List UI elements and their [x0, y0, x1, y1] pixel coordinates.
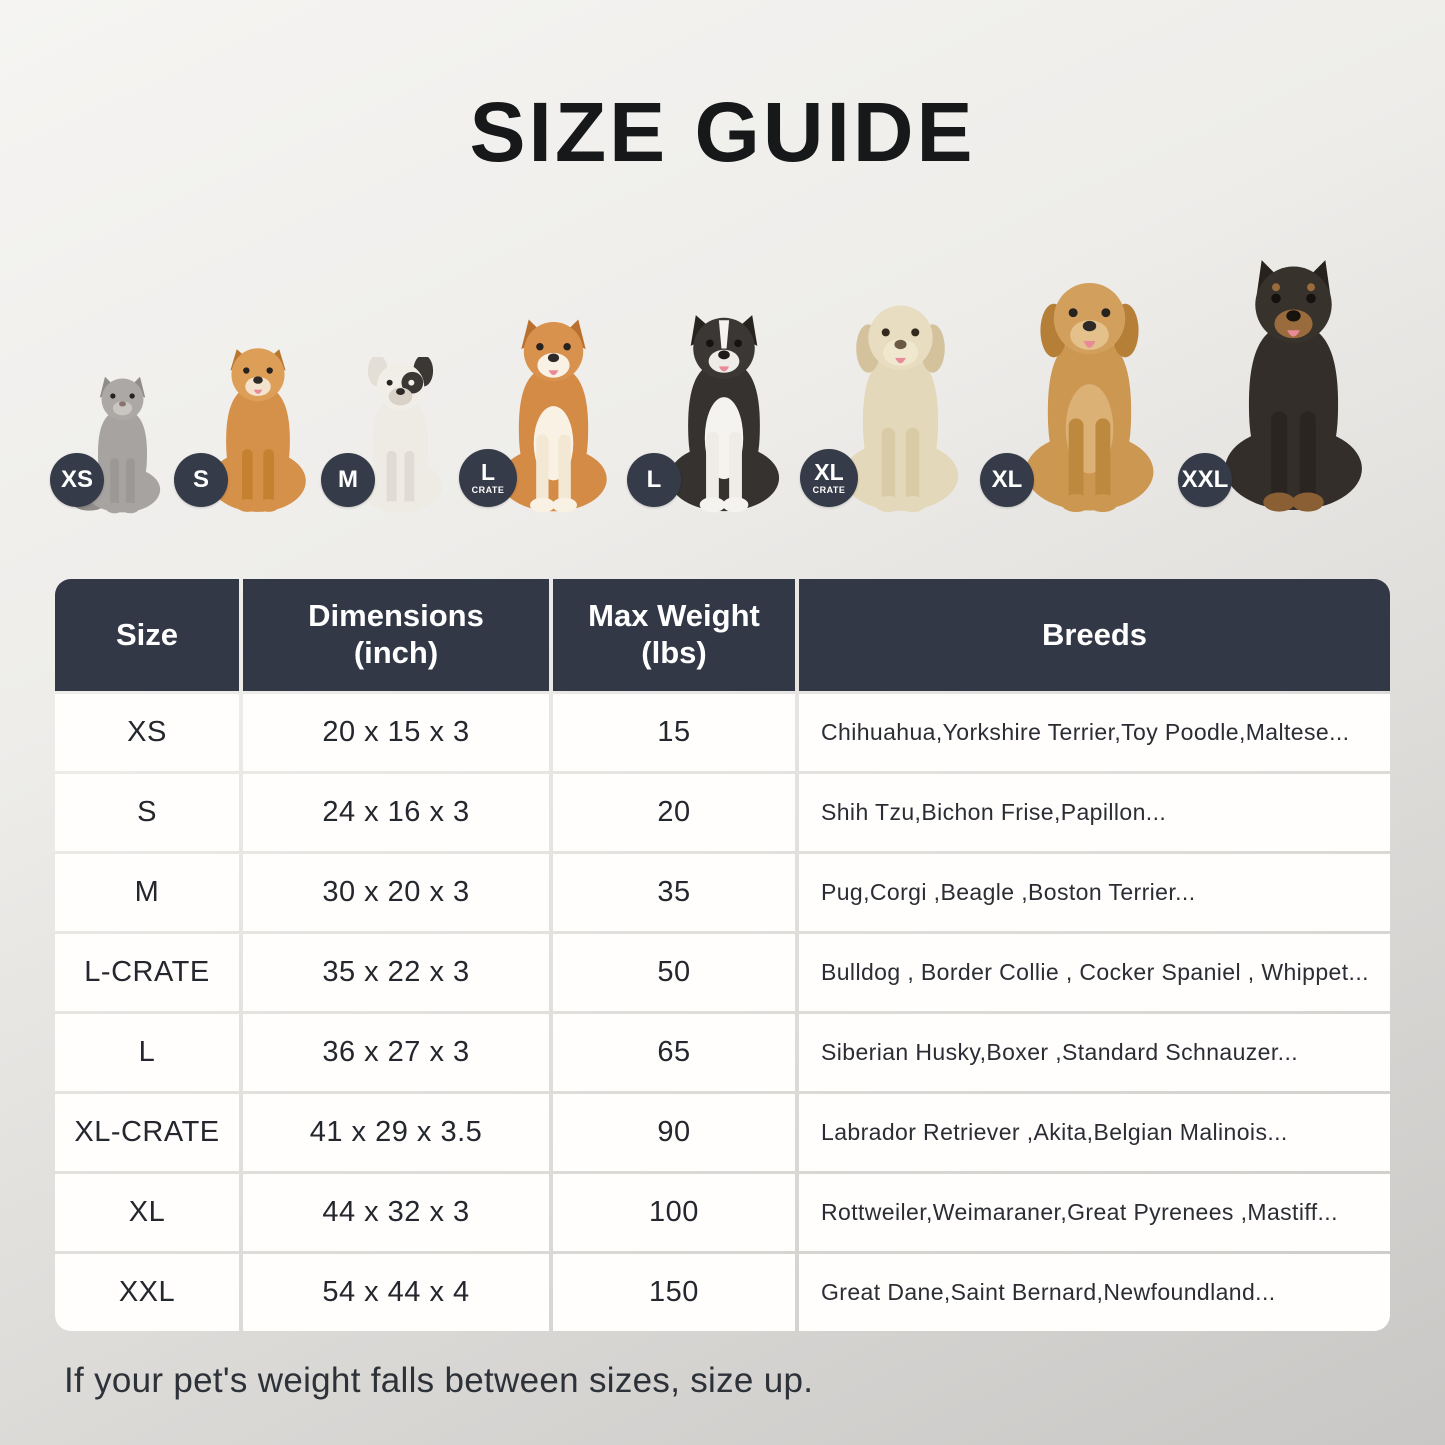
size-badge-m: M — [321, 453, 375, 507]
column-header-size: Size — [55, 579, 239, 691]
column-header-max-weight: Max Weight (lbs) — [553, 579, 795, 691]
shiba-inu-image — [500, 319, 607, 513]
cell-size: XS — [55, 694, 239, 771]
cell-size: XXL — [55, 1254, 239, 1331]
cell-max-weight: 20 — [553, 774, 795, 851]
french-bulldog-image — [359, 357, 442, 514]
animal-labrador: XL CRATE — [800, 300, 981, 515]
size-badge-s: S — [174, 453, 228, 507]
cell-size: L — [55, 1014, 239, 1091]
page-title: SIZE GUIDE — [469, 85, 976, 179]
cell-dimensions: 20 x 15 x 3 — [243, 694, 549, 771]
cell-breeds: Chihuahua,Yorkshire Terrier,Toy Poodle,M… — [799, 694, 1390, 771]
cell-size: XL-CRATE — [55, 1094, 239, 1171]
cell-breeds: Pug,Corgi ,Beagle ,Boston Terrier... — [799, 854, 1390, 931]
cell-max-weight: 65 — [553, 1014, 795, 1091]
cell-size: S — [55, 774, 239, 851]
cell-dimensions: 35 x 22 x 3 — [243, 934, 549, 1011]
cell-max-weight: 15 — [553, 694, 795, 771]
animal-golden-retriever: XL — [980, 277, 1179, 515]
border-collie-image — [668, 315, 780, 513]
cell-max-weight: 50 — [553, 934, 795, 1011]
pomeranian-image — [210, 348, 306, 512]
cell-size: L-CRATE — [55, 934, 239, 1011]
cell-breeds: Shih Tzu,Bichon Frise,Papillon... — [799, 774, 1390, 851]
size-badge-l-crate: L CRATE — [459, 449, 517, 507]
animal-shiba-inu: L CRATE — [459, 317, 628, 515]
cell-breeds: Siberian Husky,Boxer ,Standard Schnauzer… — [799, 1014, 1390, 1091]
cell-size: M — [55, 854, 239, 931]
cell-max-weight: 90 — [553, 1094, 795, 1171]
labrador-image — [842, 305, 959, 513]
cell-dimensions: 24 x 16 x 3 — [243, 774, 549, 851]
animal-doberman: XXL — [1178, 260, 1389, 515]
cell-max-weight: 150 — [553, 1254, 795, 1331]
cell-dimensions: 44 x 32 x 3 — [243, 1174, 549, 1251]
cell-dimensions: 30 x 20 x 3 — [243, 854, 549, 931]
cell-breeds: Rottweiler,Weimaraner,Great Pyrenees ,Ma… — [799, 1174, 1390, 1251]
size-badge-xs: XS — [50, 453, 104, 507]
size-badge-l: L — [627, 453, 681, 507]
cell-breeds: Labrador Retriever ,Akita,Belgian Malino… — [799, 1094, 1390, 1171]
animal-french-bulldog: M — [321, 357, 460, 515]
column-header-dimensions: Dimensions (inch) — [243, 579, 549, 691]
animal-size-lineup: XS S — [50, 255, 1389, 515]
cell-breeds: Great Dane,Saint Bernard,Newfoundland... — [799, 1254, 1390, 1331]
column-header-breeds: Breeds — [799, 579, 1390, 691]
size-badge-xxl: XXL — [1178, 453, 1232, 507]
animal-pomeranian: S — [174, 345, 322, 515]
size-badge-xl-crate: XL CRATE — [800, 449, 858, 507]
cell-max-weight: 100 — [553, 1174, 795, 1251]
cell-max-weight: 35 — [553, 854, 795, 931]
cell-dimensions: 54 x 44 x 4 — [243, 1254, 549, 1331]
size-badge-xl: XL — [980, 453, 1034, 507]
cell-dimensions: 36 x 27 x 3 — [243, 1014, 549, 1091]
cell-size: XL — [55, 1174, 239, 1251]
sizing-note: If your pet's weight falls between sizes… — [64, 1361, 814, 1400]
cell-dimensions: 41 x 29 x 3.5 — [243, 1094, 549, 1171]
doberman-image — [1225, 260, 1362, 512]
golden-retriever-image — [1025, 282, 1154, 513]
animal-cat: XS — [50, 375, 175, 515]
animal-border-collie: L — [627, 310, 801, 515]
cell-breeds: Bulldog , Border Collie , Cocker Spaniel… — [799, 934, 1390, 1011]
size-guide-table: Size Dimensions (inch) Max Weight (lbs) Br… — [55, 579, 1390, 1331]
